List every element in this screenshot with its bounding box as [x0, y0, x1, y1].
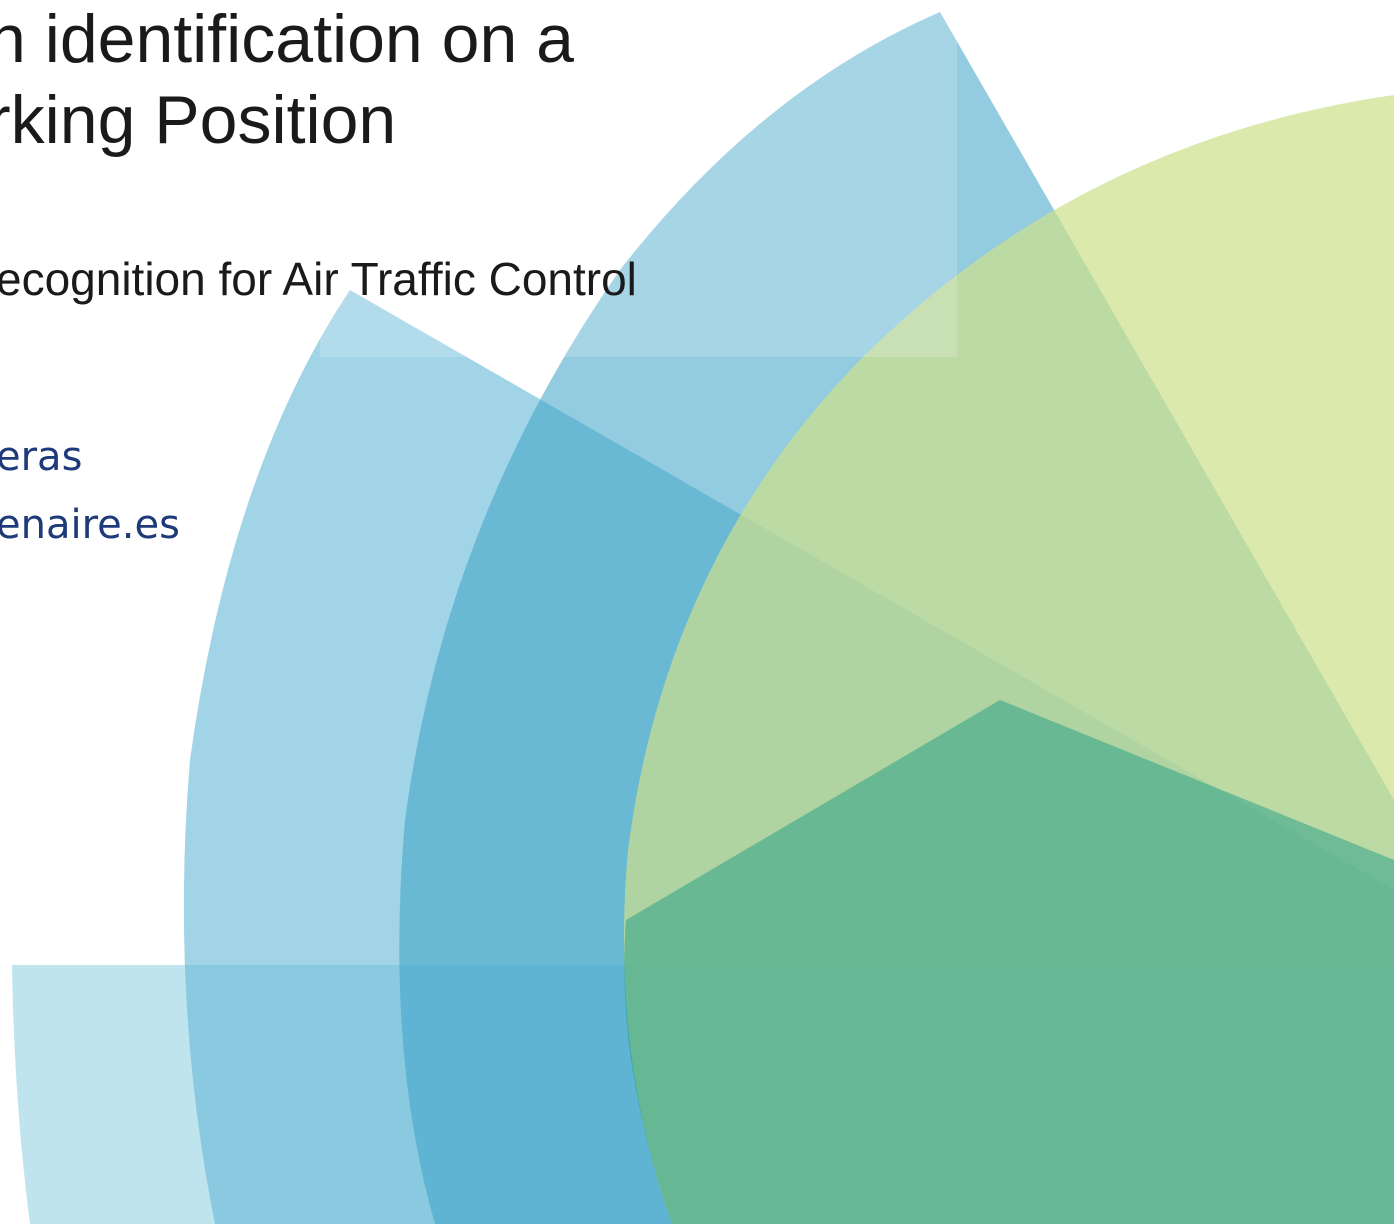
- contact-line: eras: [0, 434, 82, 480]
- title-line: rking Position: [0, 82, 396, 158]
- slide: n identification on a rking Position eco…: [0, 0, 1394, 1224]
- title-line: n identification on a: [0, 1, 574, 77]
- contact-line: enaire.es: [0, 502, 180, 548]
- subtitle: ecognition for Air Traffic Control: [0, 253, 637, 305]
- decoration: [12, 0, 1394, 1224]
